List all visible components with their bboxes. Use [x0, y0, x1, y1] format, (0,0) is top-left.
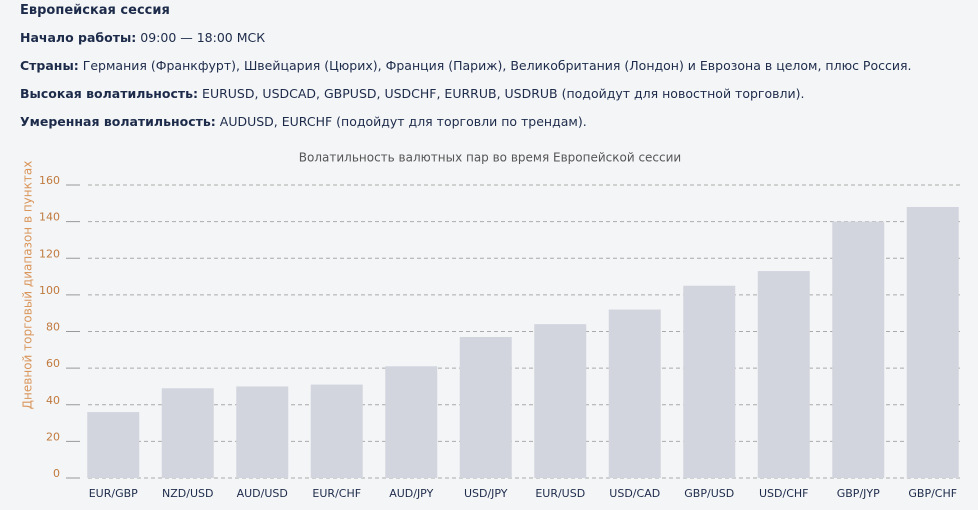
bar	[832, 221, 885, 478]
x-tick-label: USD/CAD	[609, 487, 660, 500]
y-tick-label: 60	[46, 357, 60, 370]
chart-title: Волатильность валютных пар во время Евро…	[299, 151, 681, 165]
x-tick-label: EUR/USD	[535, 487, 585, 500]
lines: Начало работы: 09:00 — 18:00 МСК Страны: …	[20, 30, 911, 130]
section-title: Европейская сессия	[20, 3, 170, 18]
y-tick-label: 20	[46, 430, 60, 443]
info-line: Начало работы: 09:00 — 18:00 МСК	[20, 30, 911, 46]
x-tick-label: EUR/GBP	[89, 487, 138, 500]
x-tick-label: USD/CHF	[759, 487, 809, 500]
info-label: Начало работы:	[20, 30, 137, 45]
info-label: Страны:	[20, 58, 79, 73]
info-line: Страны: Германия (Франкфурт), Швейцария …	[20, 58, 911, 74]
x-tick-label: GBP/CHF	[908, 487, 957, 500]
info-line: Высокая волатильность: EURUSD, USDCAD, G…	[20, 86, 911, 102]
y-axis-label: Дневной торговый диапазон в пунктах	[21, 161, 35, 410]
bar	[757, 271, 810, 478]
info-line: Умеренная волатильность: AUDUSD, EURCHF …	[20, 114, 911, 130]
bar	[385, 366, 438, 478]
info-text: EURUSD, USDCAD, GBPUSD, USDCHF, EURRUB, …	[202, 86, 805, 101]
bar	[161, 388, 214, 478]
x-tick-label: NZD/USD	[162, 487, 213, 500]
y-tick-label: 80	[46, 321, 60, 334]
y-tick-label: 40	[46, 394, 60, 407]
x-tick-label: AUD/USD	[237, 487, 288, 500]
bar	[534, 324, 587, 478]
x-tick-label: USD/JPY	[464, 487, 508, 500]
info-label: Высокая волатильность:	[20, 86, 199, 101]
bar	[683, 285, 736, 478]
bar	[459, 336, 512, 478]
y-tick-label: 140	[39, 211, 60, 224]
y-tick-label: 100	[39, 284, 60, 297]
bar	[236, 386, 289, 478]
info-text: AUDUSD, EURCHF (подойдут для торговли по…	[219, 114, 587, 129]
info-text: 09:00 — 18:00 МСК	[140, 30, 266, 45]
x-tick-label: GBP/JYP	[837, 487, 880, 500]
y-tick-label: 120	[39, 247, 60, 260]
bar	[906, 206, 959, 478]
info-label: Умеренная волатильность:	[20, 114, 216, 129]
y-tick-label: 160	[39, 174, 60, 187]
bar	[310, 384, 363, 478]
info-text: Германия (Франкфурт), Швейцария (Цюрих),…	[82, 58, 912, 73]
x-tick-label: GBP/USD	[684, 487, 734, 500]
y-tick-label: 0	[53, 467, 60, 480]
x-tick-label: AUD/JPY	[389, 487, 433, 500]
bar	[608, 309, 661, 478]
document: Европейская сессия Начало работы: 09:00 …	[20, 0, 911, 130]
x-tick-label: EUR/CHF	[312, 487, 361, 500]
bar	[87, 412, 140, 478]
